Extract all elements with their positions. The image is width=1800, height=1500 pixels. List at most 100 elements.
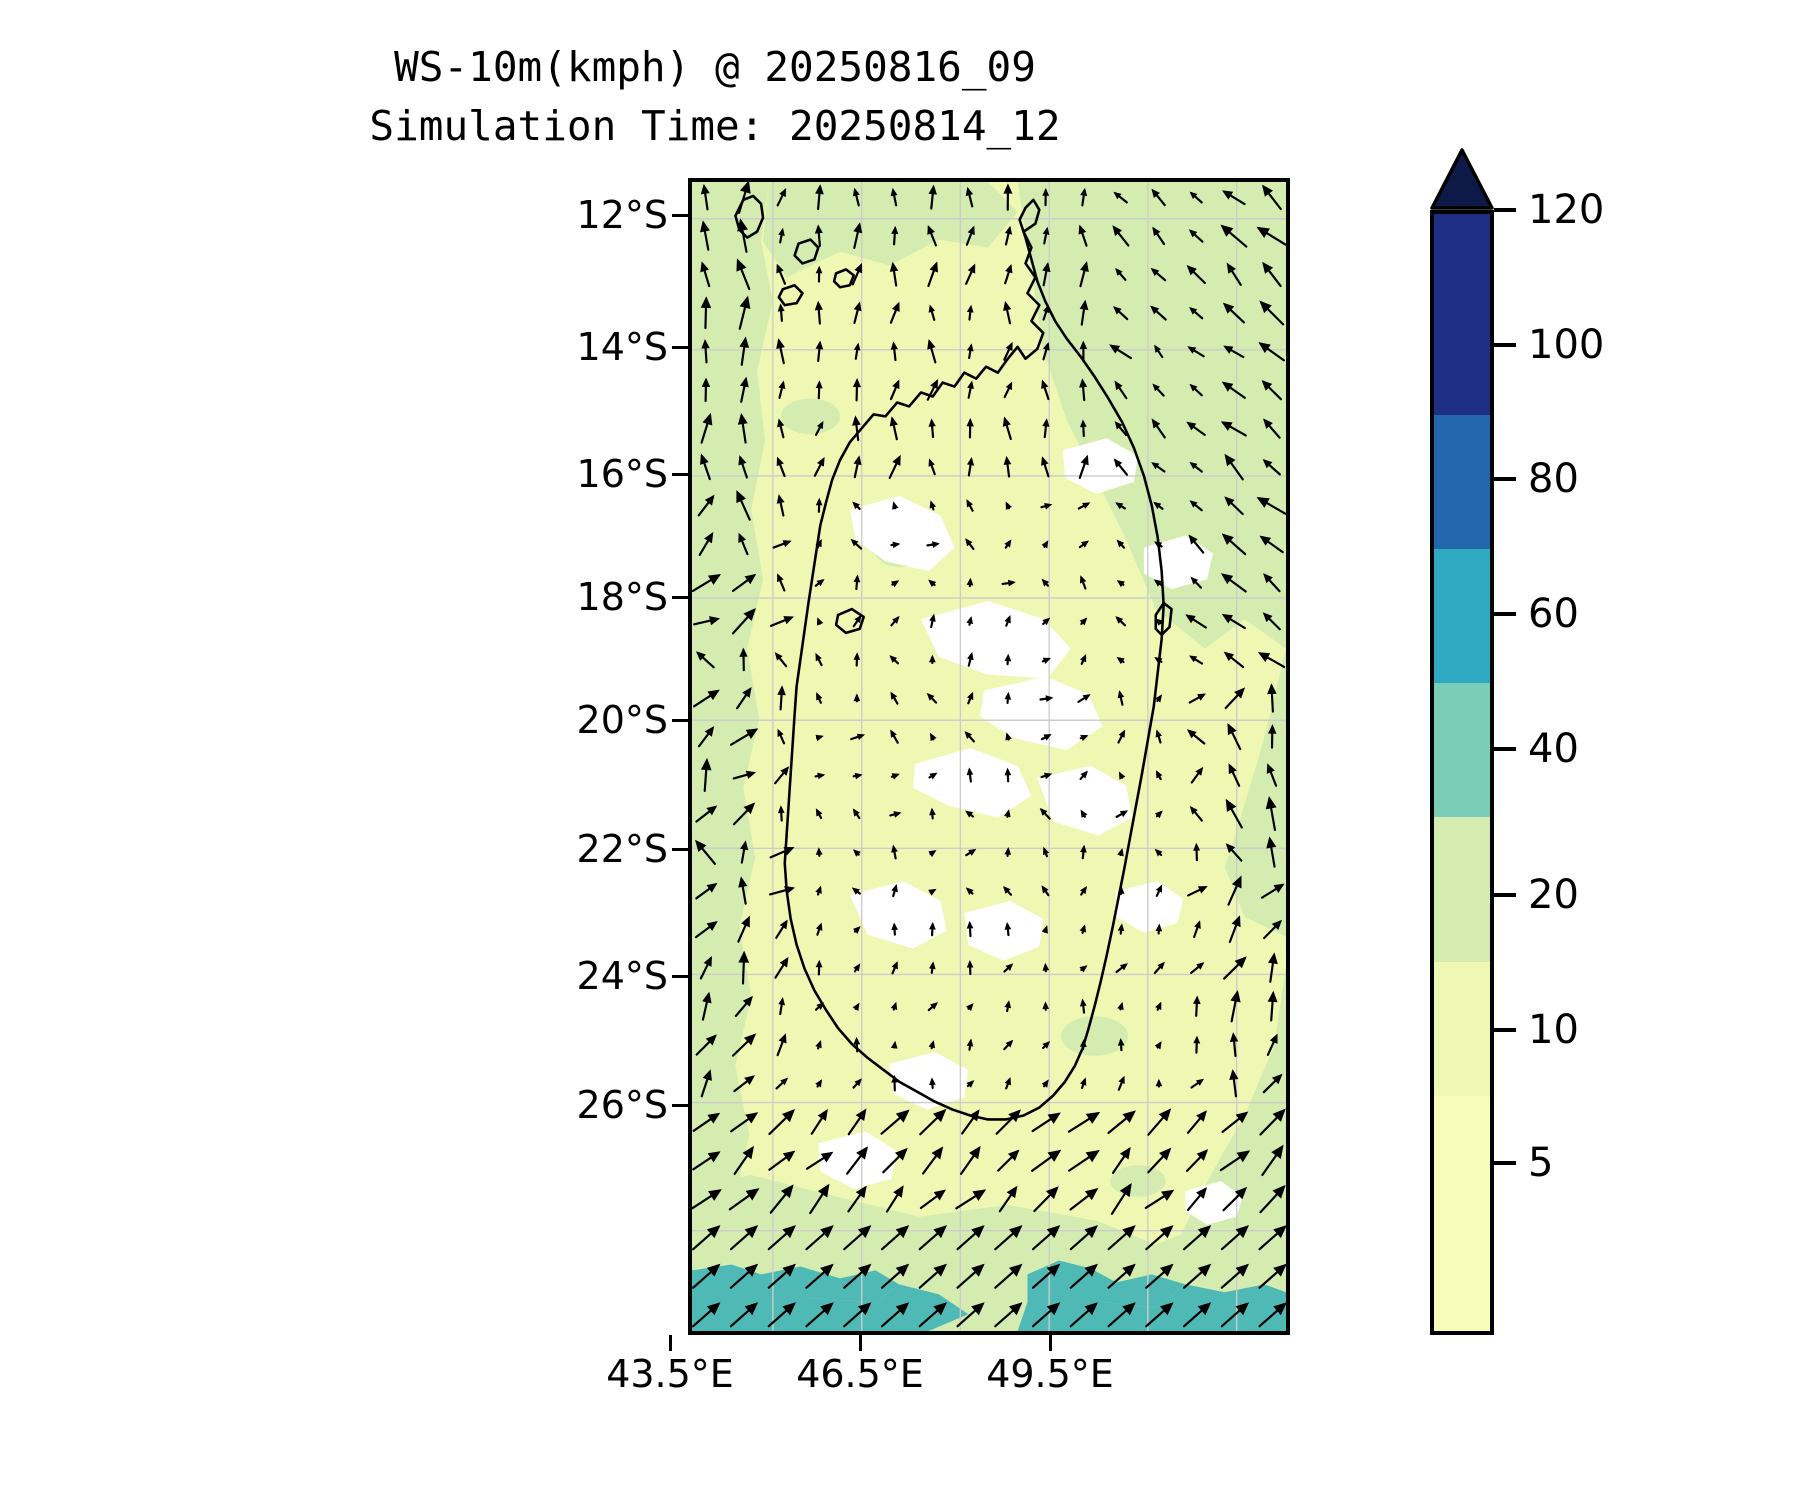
wind-vector-head	[969, 1109, 980, 1122]
wind-vector-head	[890, 187, 898, 197]
wind-vector-head	[1117, 1038, 1125, 1046]
wind-vector-head	[815, 340, 824, 350]
x-tick-label-0: 43.5°E	[606, 1352, 734, 1396]
wind-vector-head	[1186, 265, 1197, 276]
colorbar-segment-60-80	[1434, 549, 1490, 684]
wind-vector-head	[927, 339, 936, 350]
wind-vector-head	[891, 301, 900, 312]
wind-vector-head	[1005, 963, 1014, 972]
wind-vector-head	[706, 1302, 721, 1316]
wind-vector-head	[892, 501, 899, 510]
wind-vector-head	[1118, 771, 1126, 780]
wind-vector-head	[933, 1189, 946, 1201]
wind-vector-head	[1234, 687, 1246, 699]
wind-vector-head	[1042, 1041, 1051, 1049]
wind-vector-head	[1042, 341, 1050, 351]
wind-vector-head	[1115, 502, 1124, 510]
wind-vector-head	[1003, 183, 1013, 194]
wind-vector-head	[1231, 875, 1242, 889]
wind-vector-head	[1042, 1001, 1050, 1010]
wind-vector-head	[1273, 1263, 1286, 1277]
y-tick-mark-0	[672, 214, 688, 217]
wind-vector-head	[928, 458, 935, 467]
wind-vector-head	[700, 261, 709, 273]
wind-vector-head	[816, 692, 823, 701]
wind-vector-head	[736, 490, 747, 504]
wind-vector-head	[889, 655, 898, 663]
y-tick-mark-5	[672, 848, 688, 851]
colorbar	[1430, 148, 1494, 1338]
wind-vector-head	[857, 1225, 872, 1239]
y-tick-label-6: 24°S	[576, 954, 668, 998]
wind-vector-head	[1224, 496, 1235, 507]
wind-vector-head	[744, 573, 757, 585]
wind-vector-head	[1080, 770, 1088, 779]
wind-vector-head	[815, 497, 823, 506]
wind-vector-head	[1159, 1147, 1172, 1161]
wind-vector-head	[1268, 952, 1278, 965]
wind-vector-head	[1268, 724, 1277, 734]
wind-vector-head	[702, 1069, 712, 1081]
wind-vector-head	[814, 224, 823, 234]
wind-vector-head	[815, 265, 823, 274]
wind-vector-head	[1116, 580, 1125, 588]
wind-vector-head	[1262, 261, 1274, 274]
wind-vector-head	[745, 1188, 760, 1201]
wind-vector-head	[700, 183, 710, 195]
wind-vector-head	[1155, 1001, 1162, 1010]
colorbar-extend-arrow	[1430, 148, 1494, 210]
wind-vector-head	[1259, 300, 1272, 314]
colorbar-tick-label-7: 5	[1528, 1140, 1554, 1186]
colorbar-tick-mark-6	[1494, 1028, 1516, 1032]
wind-vector-head	[1039, 807, 1048, 816]
wind-vector-head	[782, 1263, 796, 1277]
wind-vector-head	[852, 501, 860, 510]
wind-vector-head	[695, 839, 707, 852]
wind-vector-head	[1004, 653, 1012, 662]
wind-vector-head	[1234, 956, 1247, 969]
wind-vector-head	[737, 218, 748, 232]
wind-vector-head	[1042, 418, 1050, 427]
wind-vector-head	[1118, 1075, 1125, 1084]
wind-vector-head	[739, 376, 749, 388]
wind-vector-head	[1220, 224, 1234, 237]
wind-vector-head	[928, 961, 936, 970]
wind-vector-head	[1115, 267, 1123, 276]
wind-vector-head	[1154, 656, 1163, 665]
wind-vector-head	[852, 378, 862, 388]
wind-vector-head	[1003, 300, 1012, 311]
wind-vector-head	[1007, 1149, 1020, 1161]
wind-vector-head	[1221, 381, 1234, 392]
wind-vector-head	[964, 731, 972, 740]
wind-vector-head	[971, 1225, 985, 1239]
wind-vector-head	[972, 1189, 987, 1201]
wind-vector-head	[854, 262, 863, 274]
wind-vector-head	[971, 1263, 985, 1277]
wind-vector-head	[695, 651, 706, 661]
y-tick-mark-2	[672, 473, 688, 476]
wind-vector-head	[1004, 691, 1012, 700]
colorbar-segment-5-10	[1434, 1096, 1490, 1331]
wind-vector-head	[1119, 1146, 1131, 1160]
wind-vector-head	[854, 614, 862, 624]
wind-vector-head	[1042, 846, 1050, 856]
wind-vector-head	[706, 1263, 721, 1277]
wind-vector-head	[1043, 304, 1050, 314]
wind-vector-head	[738, 532, 747, 543]
wind-vector-head	[1263, 573, 1273, 584]
wind-vector-head	[777, 303, 785, 312]
wind-vector-head	[1046, 1302, 1061, 1316]
map-plot-area	[688, 178, 1290, 1335]
colorbar-tick-label-2: 80	[1528, 456, 1579, 502]
wind-vector-head	[1041, 1079, 1049, 1088]
wind-vector-head	[815, 847, 823, 855]
wind-vector-head	[1273, 883, 1285, 893]
wind-vector-head	[1155, 770, 1163, 779]
wind-vector-head	[1004, 767, 1012, 776]
wind-vector-head	[1256, 226, 1270, 239]
wind-vector-head	[1189, 307, 1198, 315]
wind-vector-head	[736, 258, 747, 272]
wind-vector-head	[739, 336, 750, 348]
wind-vector-head	[1262, 458, 1273, 469]
wind-vector-head	[780, 766, 790, 776]
